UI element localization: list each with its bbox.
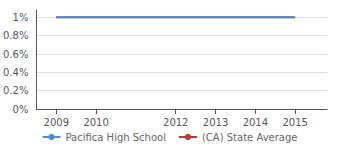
svg-text:2013: 2013: [203, 117, 228, 128]
svg-text:0.2%: 0.2%: [3, 85, 28, 96]
svg-text:(CA) State Average: (CA) State Average: [202, 132, 298, 143]
svg-text:0.8%: 0.8%: [3, 30, 28, 41]
svg-text:1%: 1%: [13, 12, 29, 23]
svg-text:2010: 2010: [83, 117, 108, 128]
svg-text:2009: 2009: [44, 117, 69, 128]
svg-text:Pacifica High School: Pacifica High School: [66, 132, 166, 143]
svg-text:2015: 2015: [282, 117, 307, 128]
svg-text:0%: 0%: [13, 104, 29, 115]
svg-text:2012: 2012: [163, 117, 188, 128]
svg-text:2014: 2014: [243, 117, 268, 128]
svg-text:0.4%: 0.4%: [3, 67, 28, 78]
svg-text:0.6%: 0.6%: [3, 49, 28, 60]
